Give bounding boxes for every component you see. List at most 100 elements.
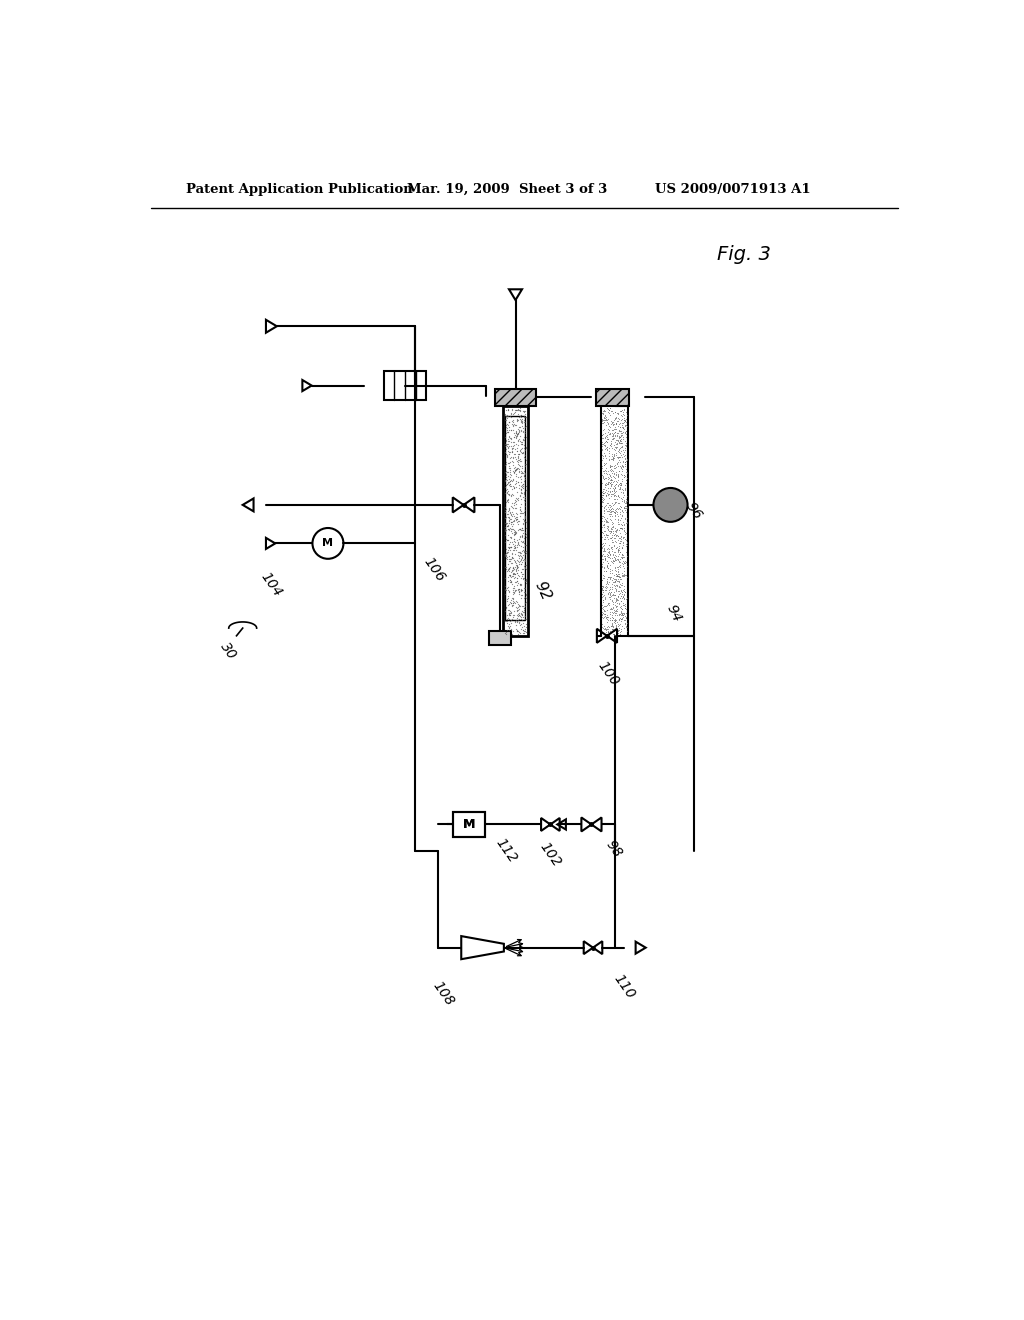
Point <box>594 545 610 566</box>
Point <box>506 403 522 424</box>
Point <box>602 470 618 491</box>
Point <box>514 549 530 570</box>
Point <box>616 477 633 498</box>
Point <box>606 524 623 545</box>
Point <box>605 486 622 507</box>
Point <box>594 616 610 638</box>
Point <box>504 560 520 581</box>
Point <box>617 420 634 441</box>
Point <box>498 463 514 484</box>
Point <box>594 445 610 466</box>
Point <box>506 462 522 483</box>
Point <box>609 565 626 586</box>
Point <box>609 469 626 490</box>
Point <box>505 557 521 578</box>
Point <box>511 605 527 626</box>
Point <box>600 566 616 587</box>
Point <box>503 432 519 453</box>
Point <box>615 491 632 512</box>
Point <box>498 498 514 519</box>
Point <box>514 455 530 477</box>
Point <box>604 412 621 433</box>
Point <box>515 549 531 570</box>
Point <box>614 399 631 420</box>
Point <box>512 400 528 421</box>
Point <box>597 540 613 561</box>
Point <box>511 528 527 549</box>
Point <box>602 436 618 457</box>
Point <box>610 466 627 487</box>
Point <box>499 414 515 436</box>
Point <box>606 535 623 556</box>
Point <box>500 579 516 601</box>
Point <box>606 401 623 422</box>
Point <box>500 428 516 449</box>
Point <box>510 513 526 535</box>
Point <box>605 466 622 487</box>
Point <box>511 421 527 442</box>
Point <box>613 544 630 565</box>
Point <box>500 558 516 579</box>
Point <box>505 414 521 436</box>
Point <box>503 610 519 631</box>
Point <box>605 524 622 545</box>
Point <box>605 413 622 434</box>
Point <box>607 519 624 540</box>
Point <box>502 569 518 590</box>
Point <box>599 606 615 627</box>
Point <box>607 417 624 438</box>
Point <box>514 412 530 433</box>
Point <box>595 420 611 441</box>
Point <box>512 623 528 644</box>
Point <box>510 430 526 451</box>
Point <box>600 474 616 495</box>
Point <box>603 455 620 477</box>
Point <box>618 545 635 566</box>
Point <box>499 543 515 564</box>
Point <box>596 453 612 474</box>
Point <box>613 603 630 624</box>
Point <box>500 453 516 474</box>
Point <box>598 484 614 506</box>
Point <box>614 412 631 433</box>
Point <box>517 616 534 638</box>
Point <box>502 458 518 479</box>
Point <box>515 401 531 422</box>
Point <box>501 426 517 447</box>
Point <box>605 444 622 465</box>
Point <box>614 486 631 507</box>
Point <box>500 519 516 540</box>
Point <box>517 487 534 508</box>
Point <box>616 409 633 430</box>
Point <box>498 444 514 465</box>
Point <box>600 446 616 467</box>
Point <box>498 622 514 643</box>
Point <box>516 615 532 636</box>
Point <box>515 622 531 643</box>
Point <box>600 413 616 434</box>
Point <box>610 583 627 605</box>
Point <box>504 595 520 616</box>
Point <box>594 544 610 565</box>
Point <box>612 525 629 546</box>
Point <box>499 546 515 568</box>
Point <box>507 444 523 465</box>
Point <box>514 568 530 589</box>
Point <box>516 556 532 577</box>
Point <box>618 470 635 491</box>
Point <box>518 437 535 458</box>
Point <box>514 525 530 546</box>
Point <box>594 527 610 548</box>
Point <box>613 598 630 619</box>
Point <box>516 541 532 562</box>
Point <box>508 494 524 515</box>
Point <box>518 475 535 496</box>
Point <box>505 560 521 581</box>
Bar <box>453 812 485 837</box>
Point <box>606 601 623 622</box>
Point <box>607 611 624 632</box>
Point <box>617 602 634 623</box>
Point <box>510 447 526 469</box>
Point <box>508 579 524 601</box>
Point <box>598 437 614 458</box>
